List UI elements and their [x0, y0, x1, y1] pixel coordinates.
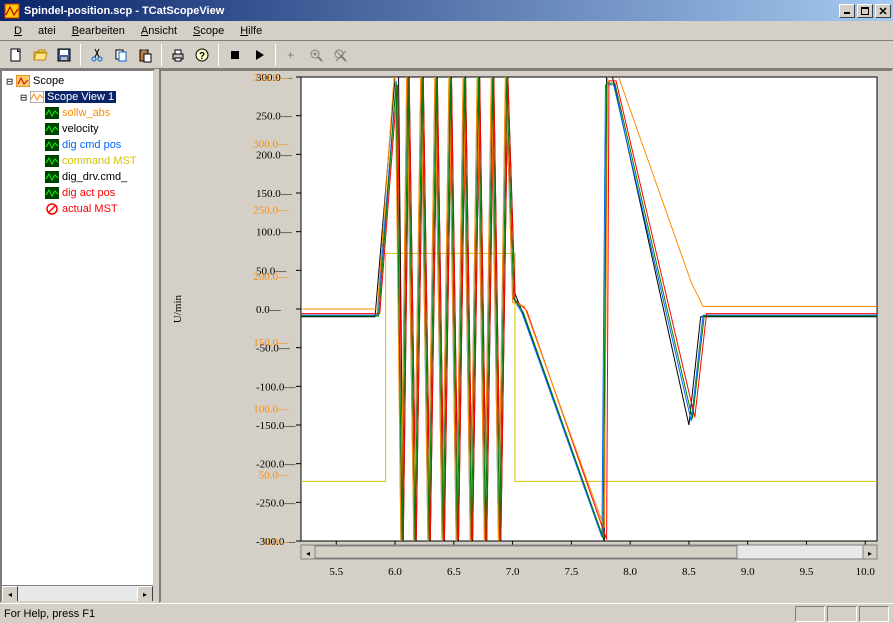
- svg-text:7.0: 7.0: [506, 566, 520, 578]
- menu-hilfe[interactable]: Hilfe: [232, 23, 270, 39]
- svg-text:0.0—: 0.0—: [256, 304, 282, 316]
- channel-label: velocity: [60, 123, 101, 135]
- close-button[interactable]: [875, 4, 891, 18]
- help-button[interactable]: ?: [191, 44, 213, 66]
- channel-icon: [44, 170, 60, 184]
- channel-label: sollw_abs: [60, 107, 112, 119]
- zoom-reset-button[interactable]: +: [281, 44, 303, 66]
- channel-label: dig cmd pos: [60, 139, 123, 151]
- tree-channel-6[interactable]: actual MST: [4, 201, 153, 217]
- tree-hscroll[interactable]: ◂ ▸: [2, 585, 153, 601]
- menu-datei[interactable]: Datei: [6, 23, 64, 39]
- scope-icon: [15, 74, 31, 88]
- channel-icon: [44, 186, 60, 200]
- svg-text:150.0—: 150.0—: [256, 188, 293, 200]
- svg-text:6.0: 6.0: [388, 566, 402, 578]
- app-icon: [4, 3, 20, 19]
- tree-channel-5[interactable]: dig act pos: [4, 185, 153, 201]
- chart-pane: -300.0—-250.0—-200.0—-150.0—-100.0—-50.0…: [159, 69, 893, 603]
- window-title: Spindel-position.scp - TCatScopeView: [24, 5, 839, 17]
- save-button[interactable]: [53, 44, 75, 66]
- svg-text:6.5: 6.5: [447, 566, 461, 578]
- channel-label: command MST: [60, 155, 139, 167]
- minimize-button[interactable]: [839, 4, 855, 18]
- menubar: Datei Bearbeiten Ansicht Scope Hilfe: [0, 21, 893, 41]
- channel-icon: [44, 138, 60, 152]
- svg-text:200.0—: 200.0—: [253, 271, 290, 283]
- paste-button[interactable]: [134, 44, 156, 66]
- tree-scope-view[interactable]: ⊟ Scope View 1: [4, 89, 153, 105]
- print-button[interactable]: [167, 44, 189, 66]
- main-area: ⊟ Scope ⊟ Scope View 1 sollw_abs velocity…: [0, 69, 893, 603]
- tree-channel-2[interactable]: dig cmd pos: [4, 137, 153, 153]
- channel-icon: [44, 202, 60, 216]
- svg-text:-150.0—: -150.0—: [256, 420, 296, 432]
- svg-text:50.0—: 50.0—: [259, 470, 290, 482]
- titlebar: Spindel-position.scp - TCatScopeView: [0, 0, 893, 21]
- zoom-in-button[interactable]: [305, 44, 327, 66]
- tree-root-label: Scope: [31, 75, 66, 87]
- menu-ansicht[interactable]: Ansicht: [133, 23, 185, 39]
- scope-tree[interactable]: ⊟ Scope ⊟ Scope View 1 sollw_abs velocity…: [2, 71, 153, 585]
- svg-text:5.5: 5.5: [329, 566, 343, 578]
- scope-chart[interactable]: -300.0—-250.0—-200.0—-150.0—-100.0—-50.0…: [161, 71, 891, 601]
- svg-text:▸: ▸: [868, 549, 872, 558]
- svg-text:250.0—: 250.0—: [256, 111, 293, 123]
- svg-text:7.5: 7.5: [564, 566, 578, 578]
- status-text: For Help, press F1: [4, 608, 793, 620]
- channel-icon: [44, 122, 60, 136]
- svg-text:0.0—: 0.0—: [264, 536, 290, 548]
- svg-text:-100.0—: -100.0—: [256, 381, 296, 393]
- tree-root[interactable]: ⊟ Scope: [4, 73, 153, 89]
- scroll-right-icon[interactable]: ▸: [137, 586, 153, 602]
- tree-pane: ⊟ Scope ⊟ Scope View 1 sollw_abs velocity…: [0, 69, 155, 603]
- status-pane-2: [827, 606, 857, 622]
- tree-view-label: Scope View 1: [45, 91, 116, 103]
- svg-text:350.0—: 350.0—: [253, 72, 290, 84]
- scroll-left-icon[interactable]: ◂: [2, 586, 18, 602]
- status-pane-3: [859, 606, 889, 622]
- menu-bearbeiten[interactable]: Bearbeiten: [64, 23, 133, 39]
- svg-text:+: +: [287, 48, 294, 62]
- tree-channel-4[interactable]: dig_drv.cmd_: [4, 169, 153, 185]
- svg-text:-250.0—: -250.0—: [256, 497, 296, 509]
- svg-text:9.5: 9.5: [800, 566, 814, 578]
- open-button[interactable]: [29, 44, 51, 66]
- play-button[interactable]: [248, 44, 270, 66]
- svg-text:10.0: 10.0: [856, 566, 876, 578]
- menu-scope[interactable]: Scope: [185, 23, 232, 39]
- svg-text:8.5: 8.5: [682, 566, 696, 578]
- scope-view-icon: [29, 90, 45, 104]
- tree-channel-3[interactable]: command MST: [4, 153, 153, 169]
- svg-text:100.0—: 100.0—: [256, 227, 293, 239]
- maximize-button[interactable]: [857, 4, 873, 18]
- status-pane-1: [795, 606, 825, 622]
- toolbar: ? +: [0, 41, 893, 69]
- svg-text:300.0—: 300.0—: [253, 138, 290, 150]
- statusbar: For Help, press F1: [0, 603, 893, 623]
- copy-button[interactable]: [110, 44, 132, 66]
- zoom-cancel-button[interactable]: [329, 44, 351, 66]
- svg-text:250.0—: 250.0—: [253, 205, 290, 217]
- svg-text:?: ?: [199, 51, 205, 62]
- tree-channel-1[interactable]: velocity: [4, 121, 153, 137]
- channel-icon: [44, 154, 60, 168]
- svg-text:8.0: 8.0: [623, 566, 637, 578]
- svg-text:100.0—: 100.0—: [253, 403, 290, 415]
- svg-text:◂: ◂: [306, 549, 310, 558]
- svg-text:150.0—: 150.0—: [253, 337, 290, 349]
- stop-button[interactable]: [224, 44, 246, 66]
- new-button[interactable]: [5, 44, 27, 66]
- svg-text:U/min: U/min: [172, 294, 184, 323]
- tree-channel-0[interactable]: sollw_abs: [4, 105, 153, 121]
- channel-label: dig_drv.cmd_: [60, 171, 129, 183]
- svg-text:9.0: 9.0: [741, 566, 755, 578]
- svg-text:200.0—: 200.0—: [256, 149, 293, 161]
- channel-icon: [44, 106, 60, 120]
- channel-label: dig act pos: [60, 187, 117, 199]
- channel-label: actual MST: [60, 203, 120, 215]
- cut-button[interactable]: [86, 44, 108, 66]
